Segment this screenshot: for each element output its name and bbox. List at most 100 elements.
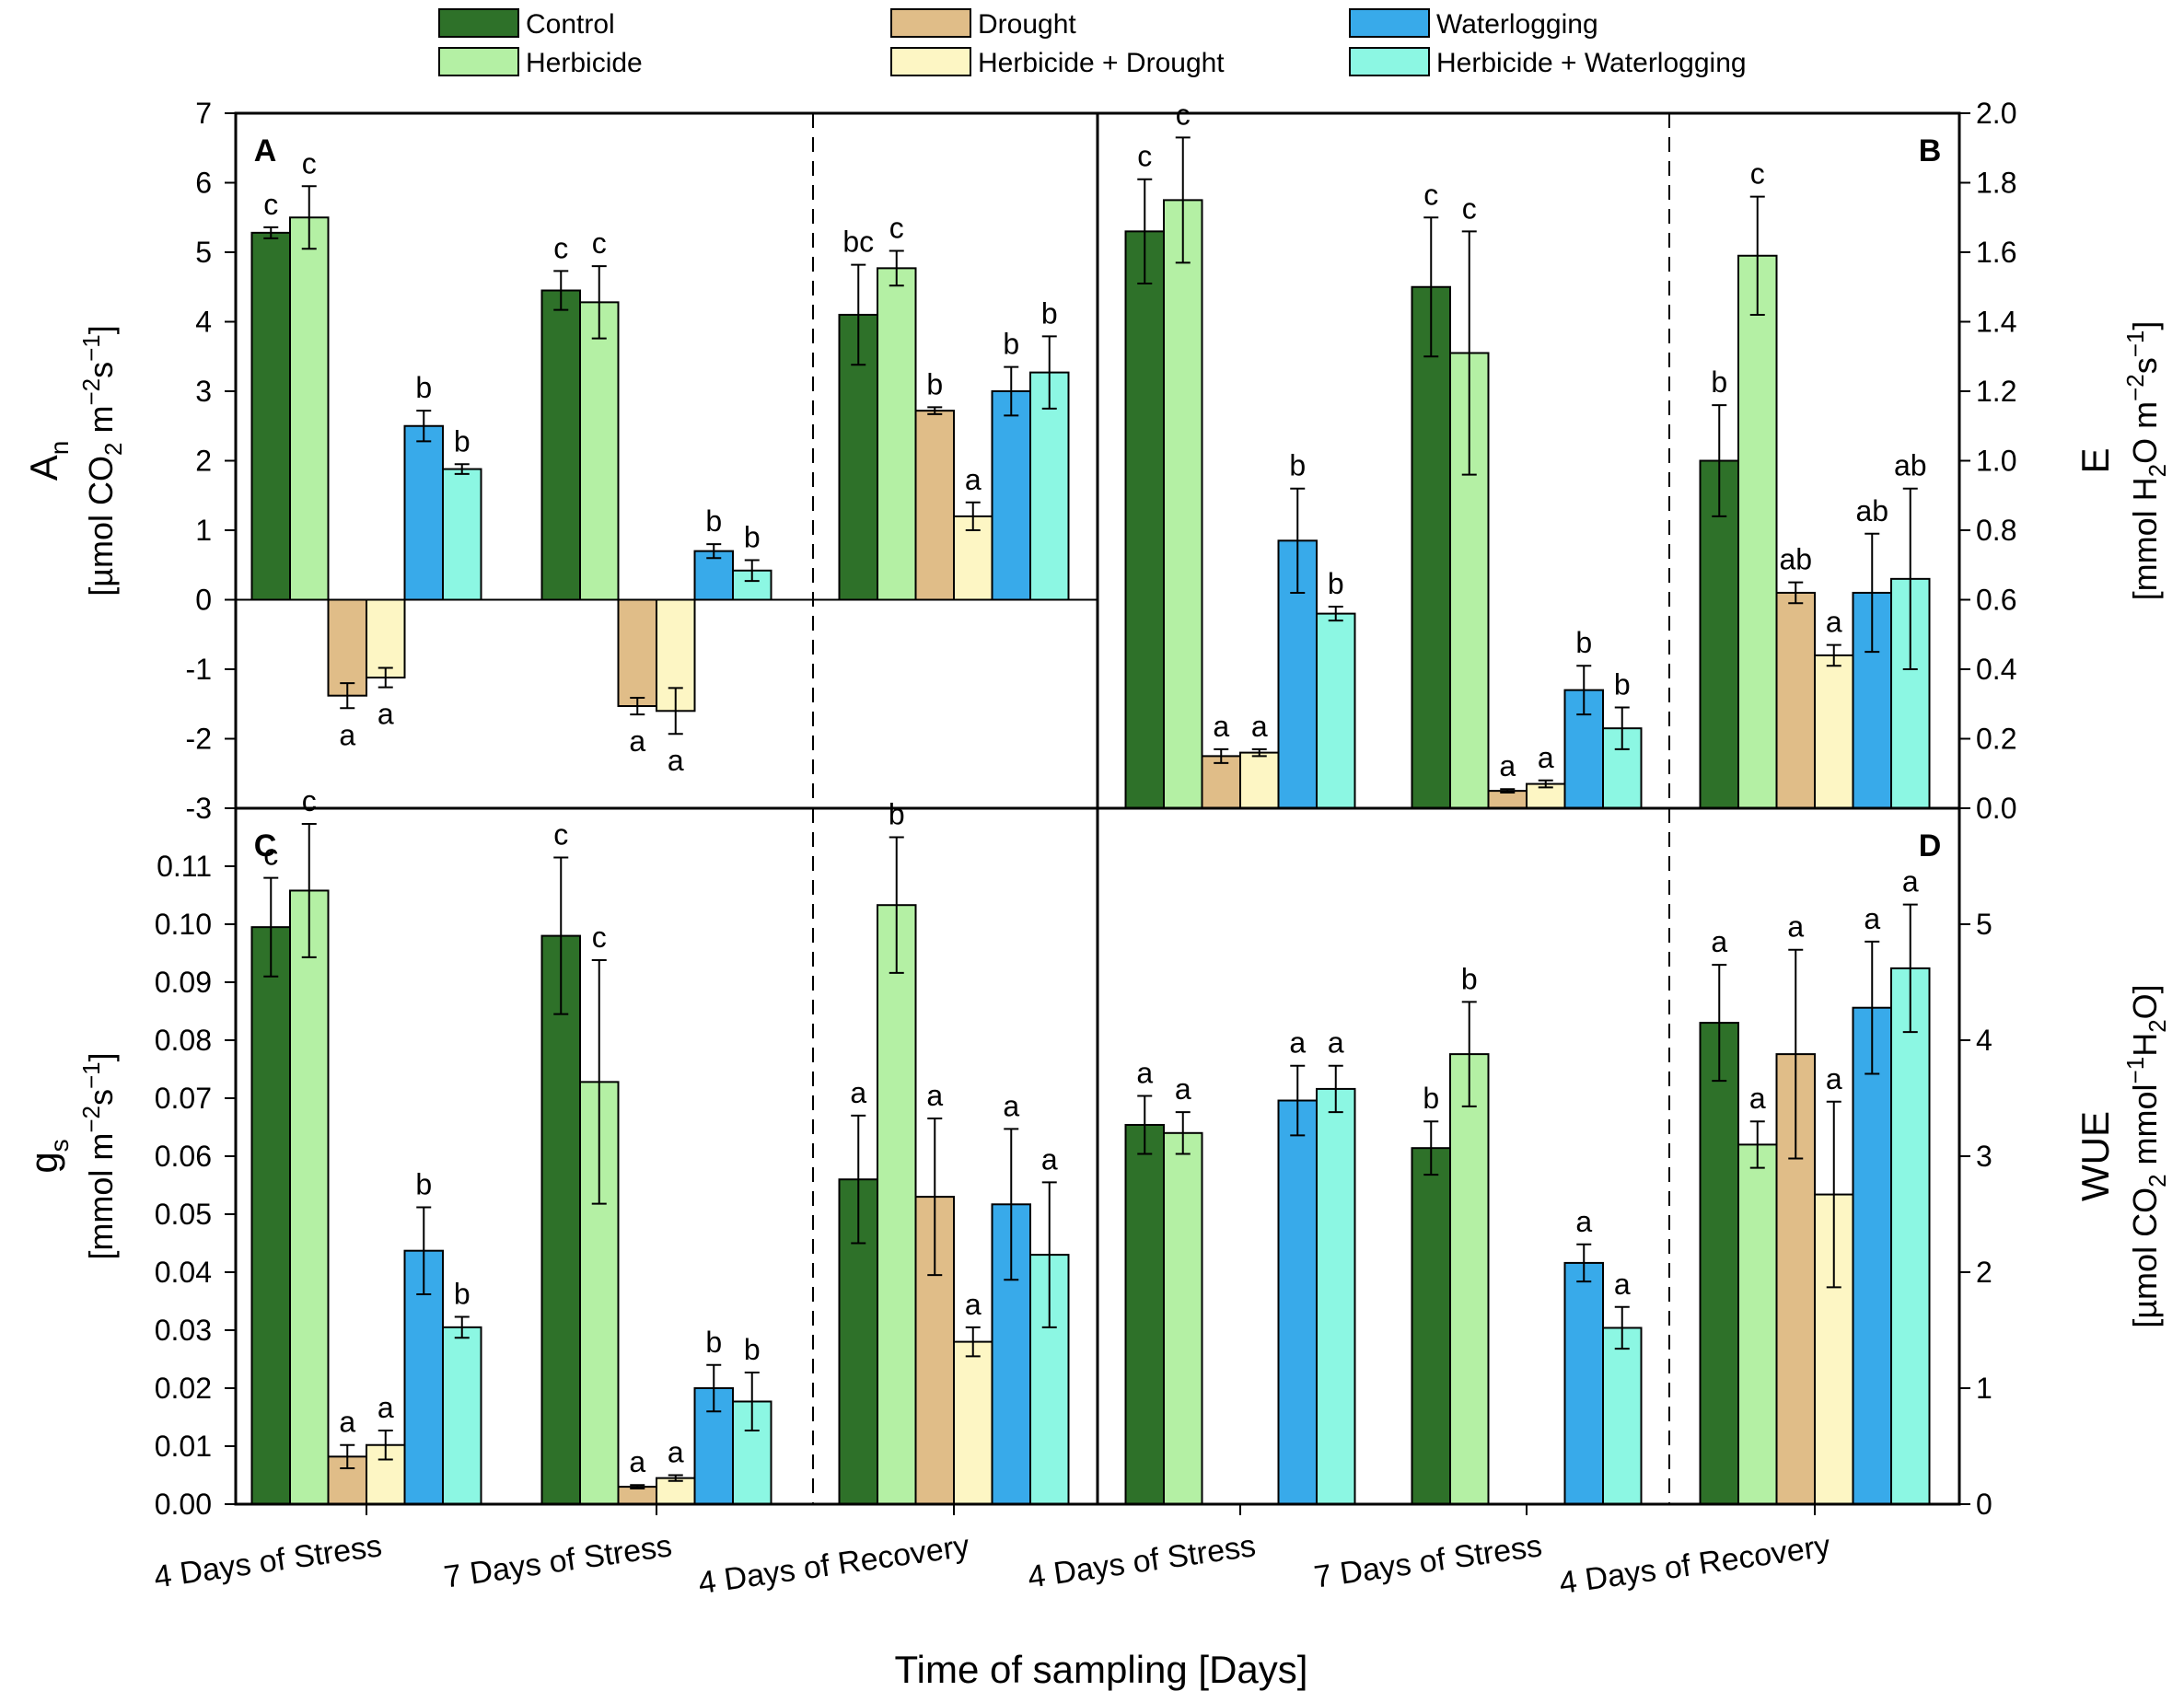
sig-letter-d-herbicide-drought-2: a [1826,1062,1842,1095]
bar-a-control-0 [250,231,291,601]
bar-d-herbicide-waterlogging-0 [1316,1087,1356,1506]
y-tick-label: 0.05 [155,1198,212,1231]
y-tick-label: 0.10 [155,908,212,941]
error-bar-b-drought-2 [1788,581,1804,605]
sig-letter-c-herbicide-waterlogging-0: b [454,1278,470,1311]
y-tick-label: 0.4 [1976,653,2016,686]
y-axis-title-d: WUE [2074,1111,2117,1201]
y-axis-ticks-a: -3 -2 -1 0 1 2 3 4 5 6 7 [186,97,236,825]
error-bar-d-waterlogging-0 [1290,1064,1306,1137]
panel-letter-b: B [1919,133,1942,168]
y-tick-label: 0.01 [155,1430,212,1463]
error-bar-a-herbicide-waterlogging-1 [744,559,760,583]
error-bar-b-waterlogging-2 [1865,532,1880,654]
y-axis-title-a: An [22,441,74,481]
bar-b-herbicide-waterlogging-0 [1316,612,1356,809]
bar-a-drought-1 [617,598,657,708]
sig-letter-c-herbicide-waterlogging-1: b [744,1333,761,1366]
legend-item-herbicide-waterlogging: Herbicide + Waterlogging [1349,47,1747,78]
error-bar-c-control-1 [553,856,569,1015]
panel-letter-d: D [1919,828,1942,863]
error-bar-b-drought-0 [1214,747,1229,764]
sig-letter-a-control-0: c [263,188,278,221]
error-bar-a-control-0 [263,226,279,239]
error-bar-b-control-2 [1712,404,1727,517]
y-tick-label: 1 [195,514,212,547]
bar-a-waterlogging-1 [693,550,734,601]
error-bar-d-waterlogging-1 [1576,1243,1592,1283]
error-bar-d-herbicide-waterlogging-2 [1902,903,1918,1034]
y-tick-label: 1.6 [1976,236,2016,269]
sig-letter-b-herbicide-drought-1: a [1538,741,1554,774]
sig-letter-a-drought-0: a [339,718,355,751]
error-bar-a-drought-1 [630,696,645,716]
error-bar-d-control-2 [1712,964,1727,1083]
y-tick-label: 1.2 [1976,375,2016,408]
sig-letter-b-herbicide-waterlogging-0: b [1328,567,1344,600]
bar-d-control-1 [1411,1147,1451,1506]
bar-a-herbicide-waterlogging-2 [1029,371,1070,601]
bar-b-herbicide-1 [1449,352,1490,809]
error-bar-d-herbicide-2 [1749,1120,1765,1169]
bar-b-herbicide-drought-2 [1814,654,1854,810]
sig-letter-b-herbicide-drought-0: a [1251,710,1268,743]
error-bar-c-control-2 [851,1114,866,1245]
error-bar-d-control-0 [1137,1095,1153,1155]
sig-letter-a-herbicide-drought-0: a [378,698,394,731]
legend-label-control: Control [526,9,615,40]
error-bar-b-waterlogging-0 [1290,487,1306,594]
sig-letter-d-herbicide-waterlogging-0: a [1328,1026,1344,1060]
error-bar-c-herbicide-1 [591,959,607,1205]
sig-letter-c-herbicide-2: b [889,798,905,831]
error-bar-a-herbicide-waterlogging-0 [454,463,470,475]
error-bar-a-waterlogging-1 [706,543,722,560]
error-bar-c-control-0 [263,876,279,978]
y-tick-label: 5 [195,236,212,269]
error-bar-d-herbicide-waterlogging-1 [1614,1305,1630,1350]
legend-item-drought: Drought [890,8,1076,40]
sig-letter-a-control-1: c [553,231,568,264]
y-tick-label: -2 [186,723,212,756]
legend-label-drought: Drought [978,9,1076,40]
sig-letter-b-control-1: c [1423,178,1438,211]
sig-letter-b-drought-2: ab [1779,543,1812,576]
y-axis-title-c: gs [22,1139,74,1173]
y-tick-label: 1.8 [1976,167,2016,200]
y-axis-ticks-c: 0.00 0.01 0.02 0.03 0.04 0.05 0.06 0.07 0.08 0.09… [155,850,236,1521]
bar-a-herbicide-2 [877,267,917,601]
bar-b-drought-2 [1775,591,1816,810]
bar-a-herbicide-0 [289,216,330,601]
y-tick-label: 2 [1976,1256,1992,1289]
sig-letter-d-waterlogging-2: a [1864,902,1880,935]
bar-d-control-0 [1124,1123,1165,1505]
error-bar-c-drought-0 [340,1443,355,1469]
y-tick-label: 3 [195,375,212,408]
error-bar-c-herbicide-waterlogging-2 [1041,1181,1057,1328]
bar-d-waterlogging-2 [1852,1006,1892,1505]
sig-letter-c-herbicide-drought-0: a [378,1391,394,1424]
bar-b-herbicide-0 [1163,199,1203,809]
y-tick-label: 0.11 [157,850,212,883]
legend-item-control: Control [438,8,615,40]
y-axis-title-b: E [2074,447,2117,473]
y-tick-label: 2 [195,445,212,478]
legend-swatch-drought [890,8,971,38]
legend-item-waterlogging: Waterlogging [1349,8,1598,40]
sig-letter-a-drought-1: a [629,724,645,758]
error-bar-c-herbicide-waterlogging-0 [454,1315,470,1339]
error-bar-c-herbicide-drought-1 [668,1474,683,1482]
error-bar-a-herbicide-2 [889,249,904,287]
y-tick-label: 1.4 [1976,306,2016,339]
bar-c-control-0 [250,926,291,1505]
bar-d-herbicide-waterlogging-2 [1890,967,1931,1505]
error-bar-d-herbicide-drought-2 [1826,1100,1841,1289]
bar-b-control-1 [1411,285,1451,809]
error-bar-a-waterlogging-0 [416,410,432,443]
error-bar-c-herbicide-0 [301,823,317,958]
error-bar-a-herbicide-1 [591,265,607,340]
y-tick-label: 2.0 [1976,97,2016,130]
y-tick-label: 4 [195,306,212,339]
bar-d-waterlogging-0 [1277,1099,1318,1506]
y-tick-label: 0.8 [1976,514,2016,547]
